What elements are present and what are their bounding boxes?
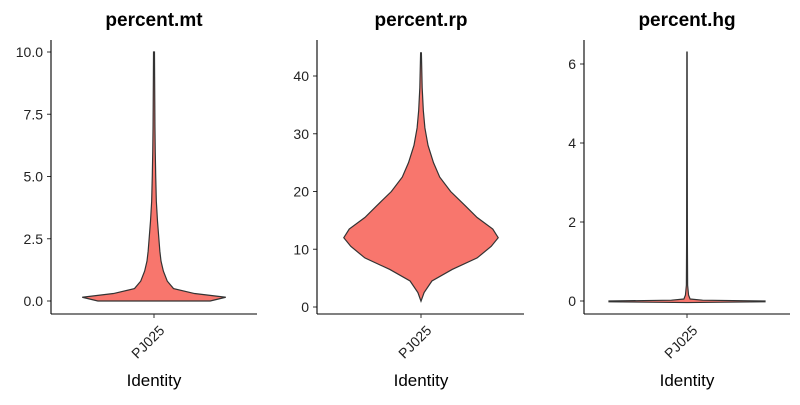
- y-tick-label: 6: [568, 56, 576, 72]
- panel-percent-mt: percent.mt 0.0 2.5 5.0 7.5 10.0 PJ025 Identi…: [16, 10, 257, 390]
- y-tick-label: 0: [301, 299, 309, 315]
- y-tick-label: 2.5: [24, 231, 44, 247]
- y-tick-label: 4: [568, 135, 576, 151]
- y-tick-label: 30: [293, 126, 309, 142]
- violin-body: [82, 51, 226, 302]
- x-axis-label: Identity: [660, 371, 715, 390]
- x-axis-label: Identity: [127, 371, 182, 390]
- y-axis-ticks: 0 10 20 30 40: [293, 68, 317, 315]
- y-tick-label: 10: [293, 241, 309, 257]
- y-tick-label: 7.5: [24, 106, 44, 122]
- y-axis-ticks: 0.0 2.5 5.0 7.5 10.0: [16, 44, 51, 309]
- y-axis-ticks: 0 2 4 6: [568, 56, 584, 309]
- x-tick-label: PJ025: [395, 322, 435, 362]
- y-tick-label: 40: [293, 68, 309, 84]
- x-tick-label: PJ025: [128, 322, 168, 362]
- y-tick-label: 10.0: [16, 44, 43, 60]
- panel-percent-hg: percent.hg 0 2 4 6 PJ025 Identity: [568, 10, 790, 390]
- x-tick-label: PJ025: [661, 322, 701, 362]
- y-tick-label: 2: [568, 214, 576, 230]
- y-tick-label: 0.0: [24, 293, 44, 309]
- violin-body: [608, 51, 766, 304]
- chart-title: percent.rp: [375, 10, 468, 31]
- x-axis-label: Identity: [394, 371, 449, 390]
- y-tick-label: 0: [568, 293, 576, 309]
- chart-title: percent.hg: [638, 10, 735, 31]
- violin-body: [343, 52, 499, 304]
- panel-percent-rp: percent.rp 0 10 20 30 40 PJ025 Identity: [293, 10, 524, 390]
- y-tick-label: 20: [293, 184, 309, 200]
- chart-title: percent.mt: [105, 10, 203, 31]
- y-tick-label: 5.0: [24, 169, 44, 185]
